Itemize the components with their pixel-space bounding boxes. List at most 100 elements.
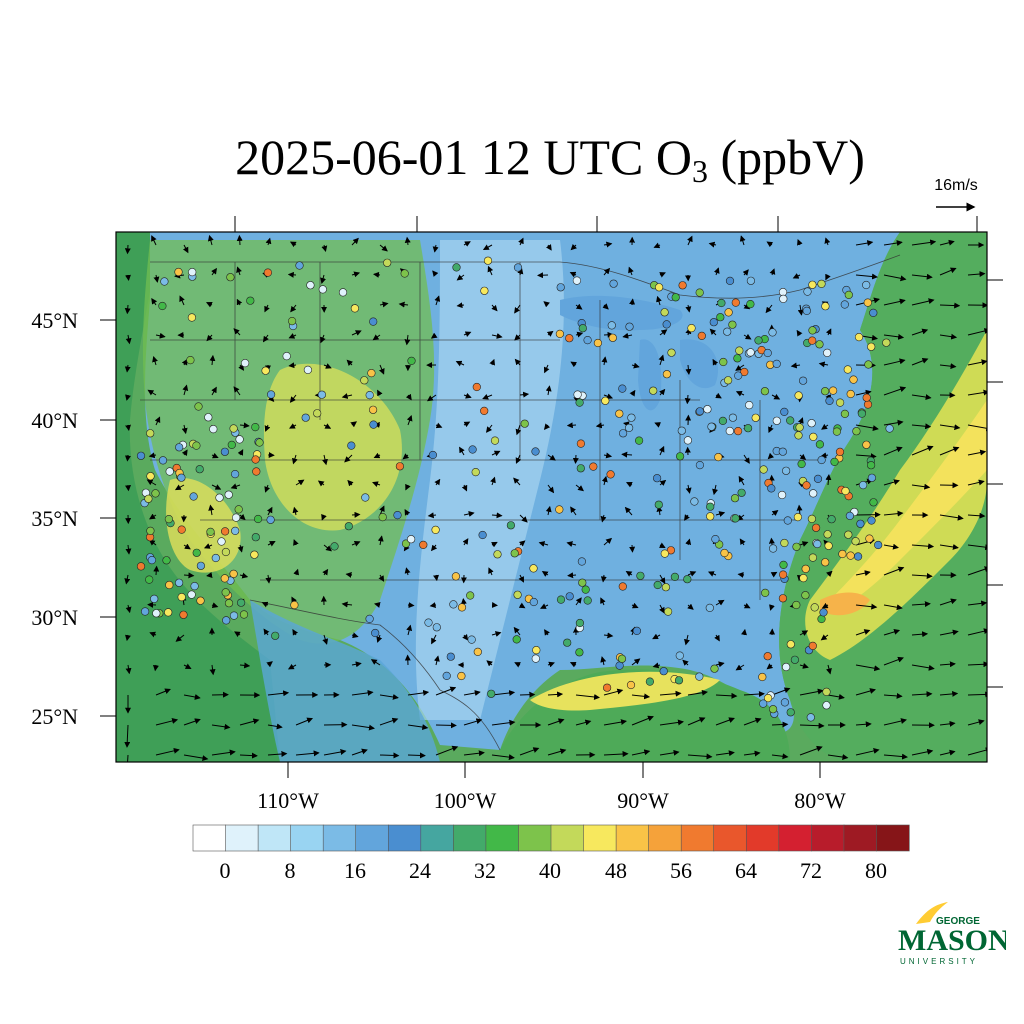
wind-arrow — [685, 304, 692, 313]
wind-arrow — [967, 328, 987, 336]
wind-arrow — [379, 717, 399, 726]
wind-arrow — [544, 629, 550, 636]
wind-arrow — [181, 449, 188, 457]
monitoring-site — [136, 562, 146, 571]
wind-arrow — [151, 235, 157, 246]
wind-arrow — [127, 754, 129, 762]
wind-arrow — [939, 239, 955, 246]
monitoring-site — [555, 505, 564, 514]
wind-arrow — [685, 484, 692, 494]
wind-arrow — [491, 512, 503, 519]
wind-arrow — [658, 354, 665, 366]
monitoring-site — [231, 526, 240, 536]
wind-arrow — [429, 602, 437, 609]
wind-arrow — [351, 271, 361, 278]
wind-arrow — [826, 664, 832, 675]
wind-arrow — [911, 543, 935, 550]
wind-arrow — [293, 539, 299, 546]
monitoring-site — [821, 302, 830, 311]
monitoring-site — [575, 648, 584, 657]
monitoring-site — [318, 285, 327, 294]
wind-arrow — [345, 571, 353, 578]
colorbar-swatch — [485, 824, 519, 852]
wind-arrow — [939, 333, 958, 340]
lat-label-45: 45°N — [31, 308, 78, 333]
wind-arrow — [237, 544, 244, 553]
monitoring-site — [695, 288, 704, 297]
monitoring-site — [165, 580, 174, 590]
monitoring-site — [663, 607, 673, 616]
wind-arrow — [125, 424, 131, 431]
wind-arrow — [742, 269, 749, 276]
monitoring-site — [807, 514, 817, 524]
wind-arrow — [790, 362, 801, 369]
wind-arrow — [569, 661, 577, 668]
monitoring-site — [195, 465, 204, 474]
monitoring-site — [577, 557, 587, 566]
wind-arrow — [519, 747, 540, 756]
monitoring-site — [229, 611, 239, 620]
monitoring-site — [867, 342, 876, 351]
wind-arrow — [547, 484, 555, 494]
monitoring-site — [303, 365, 313, 375]
monitoring-site — [512, 635, 521, 644]
monitoring-site — [432, 623, 441, 632]
wind-arrow — [603, 537, 613, 546]
monitoring-site — [378, 512, 387, 522]
logo-george: GEORGE — [936, 916, 980, 927]
monitoring-site — [506, 521, 516, 530]
monitoring-site — [808, 280, 817, 289]
monitoring-site — [473, 647, 482, 657]
wind-arrow — [712, 358, 719, 366]
colorbar-swatch — [322, 824, 357, 852]
wind-arrow — [883, 543, 899, 550]
wind-arrow — [575, 597, 582, 606]
wind-arrow — [715, 750, 735, 757]
monitoring-site — [754, 336, 763, 345]
monitoring-site — [563, 638, 572, 647]
monitoring-site — [367, 369, 376, 378]
monitoring-site — [794, 391, 803, 400]
map-frame — [115, 231, 988, 763]
monitoring-site — [867, 473, 877, 482]
monitoring-site — [578, 324, 587, 333]
wind-arrow — [715, 392, 722, 399]
wind-arrow — [766, 663, 774, 670]
monitoring-site — [306, 281, 315, 290]
monitoring-site — [330, 542, 339, 551]
monitoring-site — [817, 455, 826, 465]
monitoring-site — [725, 426, 734, 436]
monitoring-site — [190, 581, 199, 591]
wind-arrow — [911, 298, 935, 306]
monitoring-site — [451, 572, 461, 581]
monitoring-site — [251, 533, 260, 542]
colorbar-swatch — [583, 824, 617, 852]
monitoring-site — [556, 595, 566, 604]
wind-arrow — [491, 719, 516, 726]
wind-arrow — [211, 602, 219, 609]
wind-arrow — [323, 423, 332, 429]
wind-arrow — [491, 754, 515, 761]
wind-arrow — [434, 295, 441, 306]
monitoring-site — [710, 664, 719, 673]
monitoring-site — [144, 494, 153, 503]
monitoring-site — [695, 461, 705, 470]
monitoring-site — [761, 588, 770, 598]
monitoring-site — [618, 582, 627, 591]
wind-arrow — [659, 604, 665, 614]
colorbar-swatch — [225, 824, 259, 852]
monitoring-site — [632, 626, 642, 636]
wind-arrow — [482, 244, 493, 250]
wind-arrow — [264, 304, 270, 313]
wind-arrow — [600, 574, 607, 583]
wind-arrow — [463, 511, 475, 517]
monitoring-site — [822, 701, 831, 710]
wind-arrow — [883, 510, 904, 517]
wind-arrow — [631, 749, 651, 756]
wind-arrow — [322, 454, 328, 466]
wind-arrow — [570, 361, 578, 368]
monitoring-site — [728, 413, 738, 422]
monitoring-site — [150, 594, 159, 604]
wind-arrow — [820, 634, 829, 641]
monitoring-site — [862, 440, 871, 449]
